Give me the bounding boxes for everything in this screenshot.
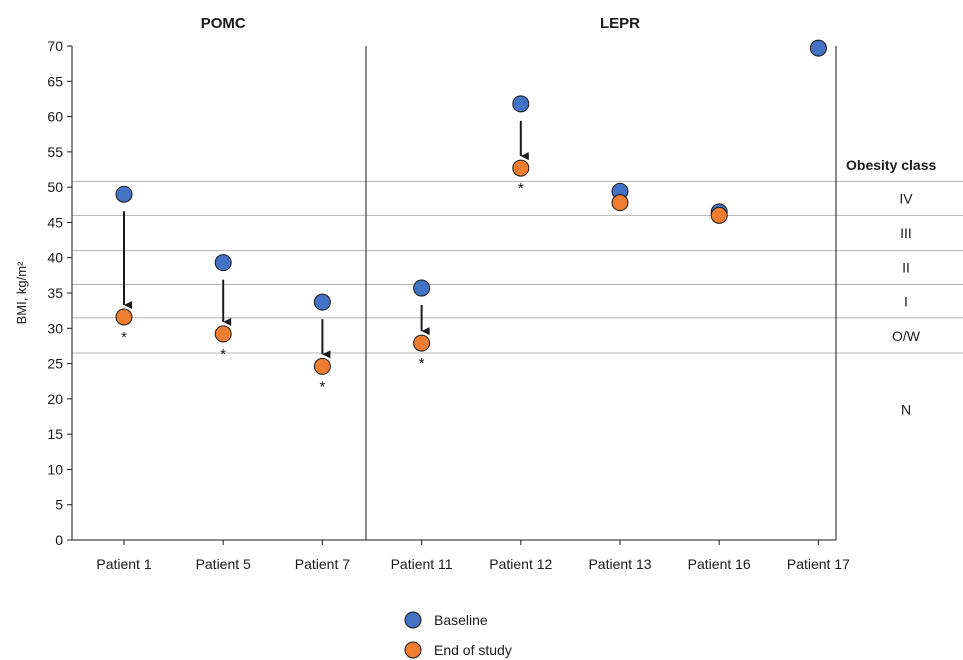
y-tick-label: 5 [55,497,63,513]
y-tick-label: 0 [55,532,63,548]
y-tick-label: 25 [47,356,63,372]
end-of-study-point [611,194,629,212]
y-tick-label: 60 [47,109,63,125]
y-tick-label: 70 [47,38,63,54]
significance-marker: * [319,378,325,395]
end-of-study-point [115,308,133,326]
end-of-study-point [214,325,232,343]
legend-marker [404,611,422,629]
x-tick-label: Patient 11 [391,556,453,572]
baseline-point [512,95,530,113]
group-label: POMC [201,15,246,32]
end-of-study-point [710,206,728,224]
obesity-class-label: IV [899,190,913,206]
tick-labels: 0 5 10 15 20 25 30 35 40 45 50 55 60 65 70 Patient 1 Pat… [47,38,850,572]
baseline-point [115,185,133,203]
y-tick-label: 10 [47,461,63,477]
x-tick-label: Patient 17 [787,556,850,572]
x-tick-label: Patient 16 [688,556,751,572]
obesity-threshold-lines [72,180,963,354]
x-tick-label: Patient 1 [96,556,151,572]
x-tick-label: Patient 12 [489,556,552,572]
obesity-class-label: I [904,293,908,309]
y-tick-label: 65 [47,73,63,89]
significance-markers: * * * * * [121,180,524,395]
baseline-point [214,254,232,272]
y-tick-label: 55 [47,144,63,160]
legend-marker [404,641,422,659]
y-tick-label: 35 [47,285,63,301]
x-tick-label: Patient 5 [196,556,251,572]
baseline-point [809,39,827,57]
obesity-class-label: III [900,225,912,241]
significance-marker: * [121,329,127,346]
y-tick-label: 15 [47,426,63,442]
baseline-point [313,293,331,311]
y-tick-label: 50 [47,179,63,195]
baseline-point [413,279,431,297]
x-tick-label: Patient 13 [588,556,651,572]
obesity-class-label: II [902,260,910,276]
group-label: LEPR [600,15,640,32]
y-tick-label: 45 [47,214,63,230]
y-tick-label: 40 [47,250,63,266]
significance-marker: * [419,355,425,372]
group-labels: POMC LEPR [201,15,640,32]
y-axis-label: BMI, kg/m² [14,261,29,325]
x-tick-label: Patient 7 [295,556,350,572]
data-points [115,39,827,375]
y-tick-label: 20 [47,391,63,407]
legend: Baseline End of study [404,611,512,659]
legend-label: End of study [434,642,512,658]
significance-marker: * [518,180,524,197]
significance-marker: * [220,346,226,363]
obesity-class-title: Obesity class [846,157,936,173]
obesity-class-label: N [901,401,911,417]
end-of-study-point [413,334,431,352]
legend-label: Baseline [434,612,488,628]
y-tick-label: 30 [47,320,63,336]
change-arrows [123,120,529,359]
axes [71,46,837,541]
obesity-class-label: O/W [892,328,921,344]
end-of-study-point [512,159,530,177]
end-of-study-point [313,357,331,375]
